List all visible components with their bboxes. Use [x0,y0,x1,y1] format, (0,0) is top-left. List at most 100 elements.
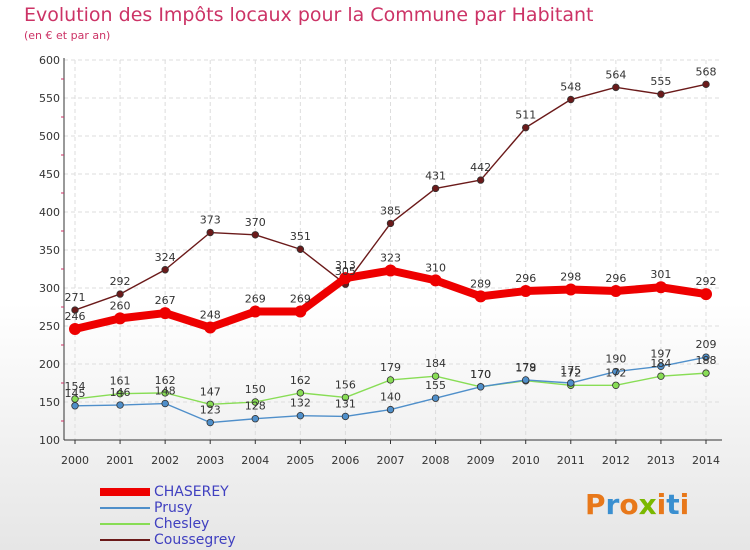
data-label-coussegrey-2002: 324 [155,251,176,264]
data-label-chesley-2004: 150 [245,383,266,396]
legend-label-chesley: Chesley [154,516,210,532]
y-tick-label-450: 450 [39,168,60,181]
chart-subtitle: (en € et par an) [24,29,111,42]
x-tick-label-2011: 2011 [557,454,585,467]
point-coussegrey-2007 [386,219,395,228]
x-tick-label-2006: 2006 [331,454,359,467]
data-label-prusy-2014: 209 [696,338,717,351]
y-tick-label-200: 200 [39,358,60,371]
x-tick-label-2012: 2012 [602,454,630,467]
point-coussegrey-2014 [702,80,710,89]
legend-swatch-chaserey [100,488,150,496]
point-coussegrey-2004 [251,231,259,239]
data-label-prusy-2009: 170 [470,368,491,381]
point-chaserey-2005 [294,305,307,318]
data-label-prusy-2002: 148 [155,385,176,398]
logo-letter: o [619,488,639,521]
proxiti-logo: Proxiti [585,488,689,521]
legend-label-coussegrey: Coussegrey [154,532,236,548]
point-prusy-2000 [71,402,79,410]
point-chaserey-2007 [384,264,397,277]
x-tick-label-2010: 2010 [512,454,540,467]
y-tick-label-100: 100 [39,434,60,447]
point-chesley-2014 [702,369,710,377]
data-label-prusy-2010: 179 [515,361,536,374]
data-label-chaserey-2009: 289 [470,277,491,290]
logo-letter: r [605,488,620,521]
y-tick-label-300: 300 [39,282,60,295]
data-label-prusy-2011: 175 [560,364,581,377]
point-chaserey-2013 [654,281,667,294]
point-coussegrey-2012 [612,83,620,92]
point-coussegrey-2008 [431,184,440,193]
point-coussegrey-2001 [116,290,124,298]
legend-item-chesley: Chesley [100,516,236,532]
legend: CHASEREY Prusy Chesley Coussegrey [100,484,236,548]
point-chesley-2012 [612,381,620,389]
point-coussegrey-2013 [657,90,665,98]
data-label-prusy-2008: 155 [425,379,446,392]
data-label-coussegrey-2005: 351 [290,230,311,243]
data-label-coussegrey-2012: 564 [605,68,626,81]
logo-letter: i [656,488,667,521]
point-prusy-2012 [612,367,620,376]
data-label-coussegrey-2004: 370 [245,216,266,229]
point-chesley-2007 [386,376,395,384]
point-chesley-2002 [161,389,169,397]
legend-item-coussegrey: Coussegrey [100,532,236,548]
point-chaserey-2000 [69,323,81,336]
data-label-coussegrey-2011: 548 [560,81,581,94]
chart-title: Evolution des Impôts locaux pour la Comm… [24,4,594,26]
data-label-coussegrey-2008: 431 [425,169,446,182]
point-chaserey-2004 [249,305,262,318]
data-label-chesley-2002: 162 [155,374,176,387]
y-tick-label-500: 500 [39,130,60,143]
point-coussegrey-2010 [522,123,530,132]
data-label-chesley-2010: 178 [515,362,536,375]
data-label-chaserey-2004: 269 [245,293,266,306]
data-label-chaserey-2013: 301 [650,268,671,281]
point-prusy-2010 [522,376,530,384]
data-label-chaserey-2006: 313 [335,259,356,272]
x-tick-label-2005: 2005 [286,454,314,467]
data-label-chaserey-2008: 310 [425,261,446,274]
data-label-chesley-2008: 184 [425,357,446,370]
legend-item-prusy: Prusy [100,500,236,516]
data-label-chesley-2013: 184 [650,357,671,370]
legend-label-chaserey: CHASEREY [154,484,229,500]
point-chaserey-2010 [519,285,532,298]
point-chesley-2003 [206,400,214,408]
data-label-chesley-2014: 188 [696,354,717,367]
point-prusy-2008 [431,394,440,402]
data-label-prusy-2000: 145 [65,387,86,400]
point-chaserey-2001 [114,312,127,325]
x-tick-label-2013: 2013 [647,454,675,467]
x-tick-label-2004: 2004 [241,454,269,467]
point-prusy-2006 [341,412,350,421]
data-label-chaserey-2005: 269 [290,293,311,306]
point-coussegrey-2011 [567,95,575,104]
data-label-coussegrey-2013: 555 [650,75,671,88]
data-labels: 246 260 267 248 269 269 313 323 310 289 296 298 296 3… [65,65,717,416]
data-label-chesley-2003: 147 [200,385,221,398]
axes: 100 150 200 250 300 350 400 450 500 550 600 2000 200… [39,54,722,467]
data-label-prusy-2007: 140 [380,391,401,404]
point-coussegrey-2003 [206,228,214,237]
point-chaserey-2012 [609,285,622,298]
point-chesley-2004 [251,398,259,406]
point-chaserey-2009 [474,290,487,303]
data-label-prusy-2001: 146 [110,386,131,399]
data-label-chaserey-2012: 296 [605,272,626,285]
x-tick-label-2003: 2003 [196,454,224,467]
y-tick-label-150: 150 [39,396,60,409]
data-label-prusy-2012: 190 [605,353,626,366]
legend-label-prusy: Prusy [154,500,193,516]
data-label-chesley-2009: 170 [470,368,491,381]
logo-letter: P [585,488,606,521]
point-coussegrey-2000 [71,306,79,314]
data-label-prusy-2003: 123 [200,404,221,417]
point-chaserey-2014 [700,288,712,301]
x-tick-label-2007: 2007 [377,454,405,467]
data-label-coussegrey-2006: 305 [335,265,356,278]
data-label-chesley-2001: 161 [110,375,131,388]
